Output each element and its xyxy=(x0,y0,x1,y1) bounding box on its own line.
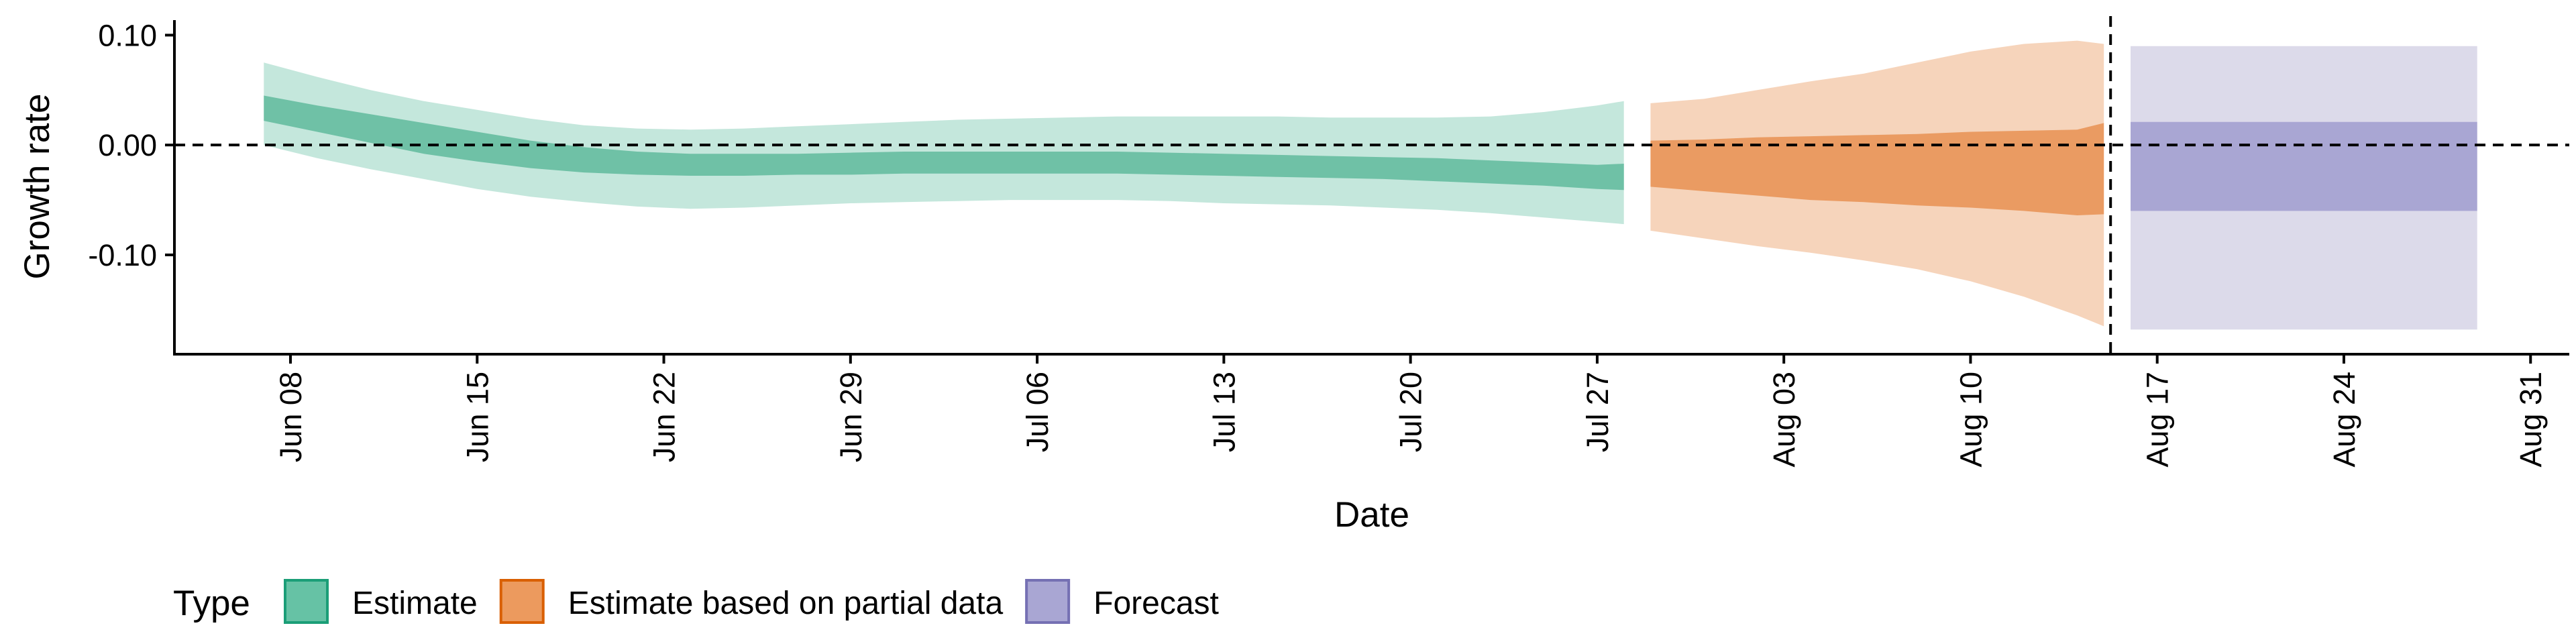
reference-lines xyxy=(174,16,2569,354)
y-tick-label: 0.00 xyxy=(98,128,157,162)
x-tick-label: Jul 20 xyxy=(1394,372,1428,452)
x-tick-label: Aug 24 xyxy=(2327,372,2361,468)
x-tick-label: Aug 10 xyxy=(1953,372,1988,468)
x-tick-label: Jul 13 xyxy=(1207,372,1241,452)
x-tick-label: Jul 06 xyxy=(1020,372,1055,452)
x-tick-label: Aug 17 xyxy=(2141,372,2175,468)
estimate-outer-band xyxy=(264,62,1624,225)
bands-layer xyxy=(264,40,2477,330)
x-tick-label: Jun 08 xyxy=(274,372,308,462)
legend-swatch-estimate xyxy=(284,579,329,624)
axes-layer xyxy=(173,20,2569,356)
legend-swatch-estimate-based-on-partial-data xyxy=(499,579,545,624)
legend-swatch-forecast xyxy=(1025,579,1071,624)
legend-title: Type xyxy=(173,584,250,623)
y-ticks: 0.10 0.00 -0.10 xyxy=(88,18,174,272)
x-tick-label: Jul 27 xyxy=(1580,372,1615,452)
y-tick-label: 0.10 xyxy=(98,18,157,52)
x-ticks: Jun 08 Jun 15 Jun 22 Jun 29 Jul 06 Jul 13 Jul … xyxy=(274,354,2548,468)
legend: Type Estimate Estimate based on partial d… xyxy=(173,579,1219,624)
estimate-inner-band xyxy=(264,95,1624,191)
legend-label-forecast: Forecast xyxy=(1093,586,1219,621)
x-tick-label: Aug 03 xyxy=(1767,372,1801,468)
x-tick-label: Jun 15 xyxy=(460,372,494,462)
legend-label-estimate-based-on-partial-data: Estimate based on partial data xyxy=(568,586,1004,621)
y-axis-title: Growth rate xyxy=(17,94,57,280)
x-tick-label: Aug 31 xyxy=(2514,372,2548,468)
x-tick-label: Jun 29 xyxy=(834,372,868,462)
y-tick-label: -0.10 xyxy=(88,238,157,272)
x-axis-title: Date xyxy=(1334,495,1409,535)
x-tick-label: Jun 22 xyxy=(647,372,682,462)
legend-label-estimate: Estimate xyxy=(352,586,478,621)
forecast-inner-band xyxy=(2131,121,2477,211)
